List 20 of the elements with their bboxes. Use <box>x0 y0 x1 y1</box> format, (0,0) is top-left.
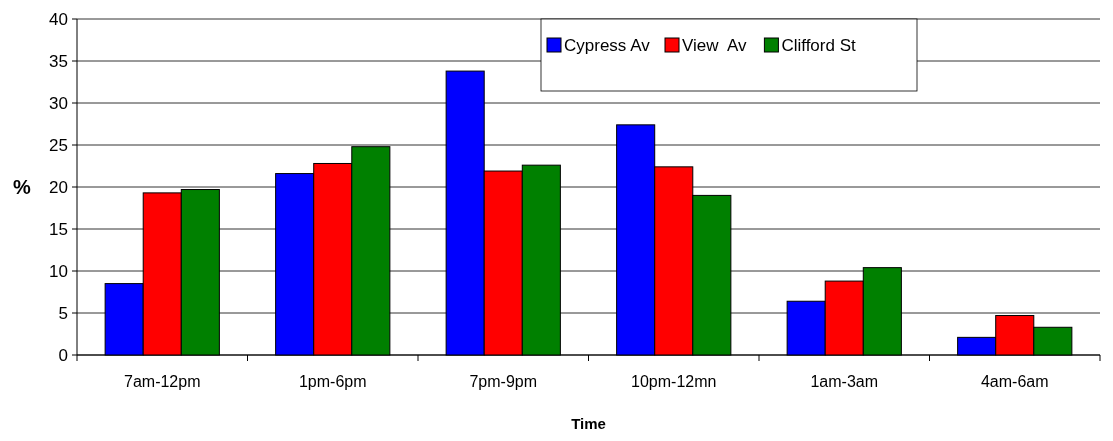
x-tick-label: 1pm-6pm <box>298 373 367 390</box>
legend-label: View Av <box>682 35 748 55</box>
x-axis-title: Time <box>571 415 606 432</box>
y-tick-label: 0 <box>58 345 68 365</box>
y-axis-title: % <box>13 176 32 198</box>
legend-label: Cypress Av <box>564 35 651 55</box>
x-tick-label: 4am-6am <box>980 373 1049 390</box>
y-tick-label: 35 <box>49 51 68 71</box>
y-tick-label: 5 <box>58 303 68 323</box>
x-tick-label: 7am-12pm <box>124 373 201 390</box>
x-tick-label: 10pm-12mn <box>631 373 717 390</box>
y-tick-label: 40 <box>49 9 68 29</box>
y-tick-label: 25 <box>49 135 68 155</box>
x-tick-label: 1am-3am <box>810 373 879 390</box>
y-tick-label: 15 <box>49 219 68 239</box>
x-tick-label: 7pm-9pm <box>469 373 538 390</box>
legend-label: Clifford St <box>781 35 856 55</box>
y-tick-label: 30 <box>49 93 68 113</box>
y-tick-label: 10 <box>49 261 68 281</box>
y-tick-label: 20 <box>49 177 68 197</box>
